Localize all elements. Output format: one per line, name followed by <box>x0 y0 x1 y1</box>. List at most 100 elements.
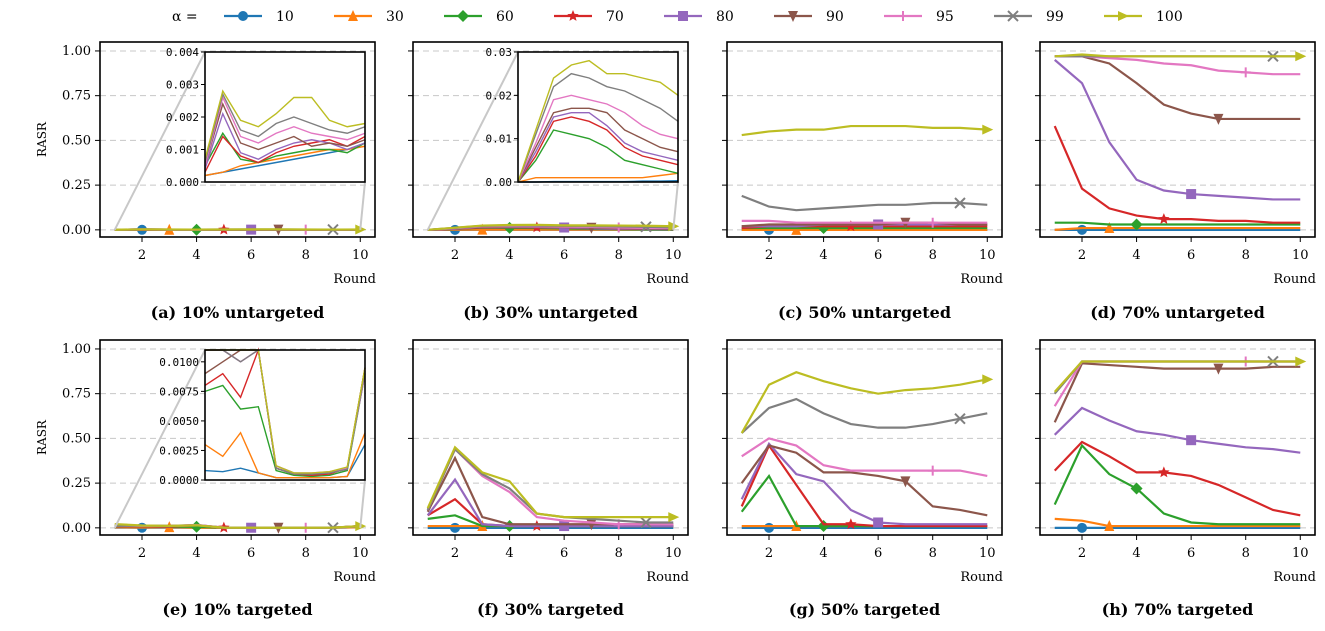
series-marker-70 <box>1158 466 1169 477</box>
legend-label: 90 <box>826 9 844 25</box>
x-axis-label: Round <box>1273 272 1316 287</box>
series-marker-80 <box>559 521 569 531</box>
inset-tick-label: 0.01 <box>486 133 513 146</box>
inset-tick-label: 0.003 <box>166 79 199 92</box>
legend-item-70: 70 <box>554 9 624 25</box>
legend-label: 80 <box>716 9 734 25</box>
series-marker-100 <box>668 512 679 522</box>
series-line-99 <box>742 196 988 210</box>
inset-tick-label: 0.001 <box>166 144 199 157</box>
series-marker-100 <box>982 374 993 384</box>
x-tick-label: 2 <box>138 546 146 561</box>
series-line-95 <box>742 438 988 476</box>
legend-item-95: 95 <box>884 9 954 25</box>
inset-connector <box>360 480 365 528</box>
legend-label: 60 <box>496 9 514 25</box>
series-line-80 <box>1055 60 1301 200</box>
x-tick-label: 10 <box>352 546 369 561</box>
x-tick-label: 10 <box>979 546 996 561</box>
x-tick-label: 10 <box>665 248 682 263</box>
series-line-90 <box>1055 56 1301 119</box>
inset-tick-label: 0.0025 <box>159 444 199 457</box>
x-tick-label: 4 <box>192 546 200 561</box>
panel-frame <box>727 42 1002 237</box>
x-tick-label: 10 <box>665 546 682 561</box>
series-line-95 <box>428 449 674 524</box>
panel-caption: (a) 10% untargeted <box>151 303 325 322</box>
series-group <box>742 125 994 235</box>
grid <box>413 349 688 528</box>
x-tick-label: 8 <box>929 546 937 561</box>
series-marker-95 <box>928 466 938 476</box>
x-tick-label: 2 <box>451 546 459 561</box>
panel-frame <box>413 340 688 535</box>
x-tick-label: 4 <box>819 546 827 561</box>
series-marker-10 <box>450 523 460 533</box>
x-tick-label: 4 <box>819 248 827 263</box>
series-marker-100 <box>1295 51 1306 61</box>
x-tick-label: 10 <box>979 248 996 263</box>
x-tick-label: 2 <box>1078 248 1086 263</box>
grid <box>1040 51 1315 230</box>
legend-item-80: 80 <box>664 9 734 25</box>
legend-label: 10 <box>276 9 294 25</box>
panel-caption: (f) 30% targeted <box>477 600 624 619</box>
series-line-99 <box>428 449 674 522</box>
x-axis-label: Round <box>646 272 689 287</box>
inset-tick-label: 0.03 <box>486 46 513 59</box>
legend-marker <box>898 11 908 21</box>
y-axis-label: RASR <box>35 419 49 455</box>
series-group <box>428 221 680 235</box>
y-tick-label: 0.25 <box>62 178 91 193</box>
legend-marker <box>238 11 248 21</box>
x-tick-label: 4 <box>1132 248 1140 263</box>
series-line-99 <box>742 399 988 433</box>
inset-connector <box>673 182 678 230</box>
series-marker-100 <box>1295 356 1306 366</box>
x-tick-label: 2 <box>451 248 459 263</box>
x-tick-label: 4 <box>505 546 513 561</box>
panel-caption: (h) 70% targeted <box>1102 600 1254 619</box>
x-tick-label: 4 <box>1132 546 1140 561</box>
legend-label: 99 <box>1046 9 1064 25</box>
series-group <box>742 372 994 533</box>
inset-tick-label: 0.004 <box>166 46 199 59</box>
y-tick-label: 0.50 <box>62 431 91 446</box>
panel-frame <box>1040 42 1315 237</box>
series-marker-80 <box>873 517 883 527</box>
series-line-100 <box>1055 361 1301 391</box>
legend-item-10: 10 <box>224 9 294 25</box>
series-line-95 <box>742 221 988 223</box>
inset-tick-label: 0.000 <box>166 176 199 189</box>
x-axis-label: Round <box>960 570 1003 585</box>
x-axis-label: Round <box>960 272 1003 287</box>
y-tick-label: 0.00 <box>62 223 91 238</box>
x-tick-label: 10 <box>1292 248 1309 263</box>
inset-connector <box>360 182 365 230</box>
y-tick-label: 0.75 <box>62 89 91 104</box>
x-tick-label: 2 <box>1078 546 1086 561</box>
panel-caption: (g) 50% targeted <box>789 600 940 619</box>
legend-label: 100 <box>1156 9 1183 25</box>
inset: 0.000.010.020.03 <box>428 46 678 230</box>
legend-marker <box>678 11 688 21</box>
x-axis-label: Round <box>333 570 376 585</box>
x-tick-label: 6 <box>247 546 255 561</box>
panel-caption: (e) 10% targeted <box>162 600 312 619</box>
x-tick-label: 6 <box>874 248 882 263</box>
x-tick-label: 8 <box>302 248 310 263</box>
inset-connector <box>115 350 205 528</box>
inset-tick-label: 0.02 <box>486 89 513 102</box>
x-axis-label: Round <box>333 272 376 287</box>
